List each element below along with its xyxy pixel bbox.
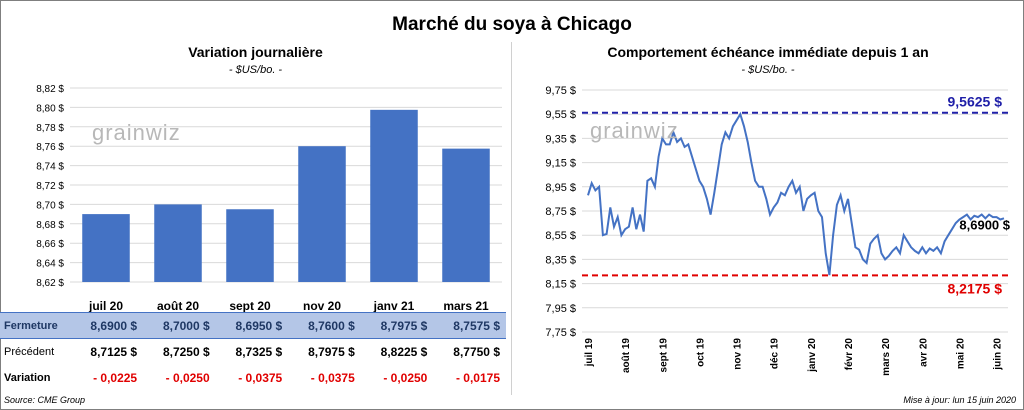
y-tick-label: 8,68 $ — [36, 220, 64, 231]
table-cell: 8,7750 $ — [453, 344, 500, 359]
x-tick-label: janv 20 — [807, 338, 818, 373]
x-tick-label: oct 19 — [695, 338, 706, 367]
table-cell: - 0,0375 — [310, 370, 355, 385]
table-row: Variation - 0,0225 - 0,0250 - 0,0375 - 0… — [0, 365, 506, 391]
last-price-label: 8,6900 $ — [959, 217, 1010, 232]
bar — [442, 148, 490, 282]
line-chart-unit: - $US/bo. - — [741, 64, 795, 76]
y-tick-label: 8,62 $ — [36, 278, 64, 289]
x-tick-label: janv 21 — [373, 299, 415, 313]
table-cell: 8,7325 $ — [235, 344, 283, 359]
table-cell: 8,7575 $ — [433, 312, 506, 339]
table-cell: 8,7975 $ — [360, 312, 434, 339]
row-label: Précédent — [4, 345, 55, 358]
y-tick-label: 8,35 $ — [545, 254, 576, 266]
table-cell: 8,7600 $ — [288, 312, 361, 339]
table-cell: 8,7975 $ — [308, 344, 355, 359]
y-tick-label: 7,95 $ — [545, 303, 576, 315]
x-tick-label: août 20 — [157, 299, 199, 313]
bar — [82, 214, 130, 282]
y-tick-label: 9,35 $ — [545, 133, 576, 145]
source-note: Source: CME Group — [4, 395, 86, 405]
x-tick-label: juil 20 — [88, 299, 123, 313]
table-cell: 8,7125 $ — [90, 344, 138, 359]
y-tick-label: 8,75 $ — [545, 206, 576, 218]
y-tick-label: 9,15 $ — [545, 158, 576, 170]
table-cell: 8,8225 $ — [380, 344, 428, 359]
line-chart-title: Comportement échéance immédiate depuis 1… — [607, 44, 929, 60]
y-tick-label: 8,72 $ — [36, 181, 64, 192]
y-tick-label: 8,66 $ — [36, 239, 64, 250]
x-tick-label: sept 20 — [229, 299, 271, 313]
table-cell: - 0,0225 — [93, 370, 138, 385]
panel-divider — [511, 42, 512, 395]
x-tick-label: mars 20 — [881, 338, 892, 376]
y-tick-label: 8,55 $ — [545, 230, 576, 242]
table-cell: 8,7000 $ — [143, 312, 216, 339]
x-tick-label: juin 20 — [993, 338, 1004, 371]
y-tick-label: 8,78 $ — [36, 123, 64, 134]
y-tick-label: 8,64 $ — [36, 259, 64, 270]
table-cell: - 0,0375 — [238, 370, 283, 385]
bar — [298, 146, 346, 282]
table-row: Précédent 8,7125 $ 8,7250 $ 8,7325 $ 8,7… — [0, 339, 506, 365]
row-label: Fermeture — [0, 312, 71, 339]
row-label: Variation — [4, 371, 51, 384]
x-tick-label: mai 20 — [955, 338, 966, 370]
x-tick-label: nov 19 — [733, 338, 744, 370]
y-tick-label: 8,76 $ — [36, 142, 64, 153]
table-cell: - 0,0250 — [383, 370, 428, 385]
x-tick-label: févr 20 — [844, 338, 855, 371]
y-tick-label: 8,70 $ — [36, 200, 64, 211]
x-tick-label: avr 20 — [918, 338, 929, 367]
table-cell: 8,6950 $ — [215, 312, 289, 339]
bar — [370, 109, 418, 282]
x-tick-label: août 19 — [621, 338, 632, 373]
price-series-line — [587, 111, 1005, 276]
y-tick-label: 8,82 $ — [36, 84, 64, 95]
y-tick-label: 8,74 $ — [36, 162, 64, 173]
table-cell: - 0,0175 — [455, 370, 500, 385]
bar-chart: 8,62 $ 8,64 $ 8,66 $ 8,68 $ 8,70 $ 8,72 $ 8,74… — [36, 84, 502, 313]
table-cell: - 0,0250 — [165, 370, 210, 385]
y-tick-label: 9,55 $ — [545, 109, 576, 121]
x-tick-label: juil 19 — [584, 338, 595, 368]
x-tick-label: mars 21 — [443, 299, 489, 313]
x-tick-label: sept 19 — [658, 338, 669, 373]
update-note: Mise à jour: lun 15 juin 2020 — [903, 395, 1016, 405]
table-row: Fermeture 8,6900 $ 8,7000 $ 8,6950 $ 8,7… — [0, 312, 506, 339]
y-tick-label: 8,95 $ — [545, 182, 576, 194]
high-label: 9,5625 $ — [948, 94, 1003, 110]
y-tick-label: 7,75 $ — [545, 327, 576, 339]
y-tick-label: 8,15 $ — [545, 279, 576, 291]
page-title: Marché du soya à Chicago — [392, 14, 632, 35]
price-table: Fermeture 8,6900 $ 8,7000 $ 8,6950 $ 8,7… — [0, 312, 506, 391]
x-tick-label: nov 20 — [303, 299, 341, 313]
watermark-left: grainwiz — [92, 120, 181, 145]
watermark-right: grainwiz — [590, 118, 679, 143]
bar-chart-unit: - $US/bo. - — [228, 64, 283, 76]
y-tick-label: 8,80 $ — [36, 103, 64, 114]
x-tick-label: déc 19 — [770, 338, 781, 370]
bar — [226, 209, 274, 282]
low-label: 8,2175 $ — [948, 280, 1003, 296]
y-tick-label: 9,75 $ — [545, 85, 576, 97]
table-cell: 8,7250 $ — [162, 344, 210, 359]
table-cell: 8,6900 $ — [70, 312, 144, 339]
line-chart: 7,75 $ 7,95 $ 8,15 $ 8,35 $ 8,55 $ 8,75 $ 8,95… — [545, 85, 1010, 376]
bar-chart-title: Variation journalière — [188, 44, 323, 60]
bar — [154, 204, 202, 282]
